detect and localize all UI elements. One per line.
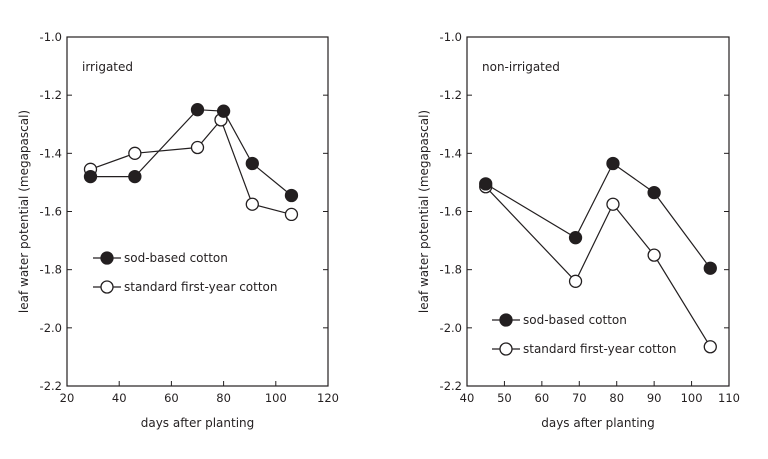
legend-label: sod-based cotton (124, 251, 228, 265)
data-point-sod-based (128, 169, 142, 184)
data-point-standard (703, 340, 717, 354)
y-axis-title: leaf water potential (megapascal) (17, 110, 31, 313)
data-point-sod-based (606, 156, 620, 171)
panel-label: non-irrigated (482, 60, 560, 74)
x-tick-label: 40 (460, 391, 475, 405)
data-point-standard (568, 274, 583, 288)
x-tick-label: 90 (647, 391, 662, 405)
x-axis-title: days after planting (541, 416, 655, 430)
legend-marker-open (100, 280, 114, 294)
data-point-standard (245, 197, 259, 211)
legend-marker-filled (100, 251, 114, 265)
panel-label: irrigated (82, 60, 133, 74)
data-point-sod-based (83, 169, 98, 184)
x-tick-label: 50 (497, 391, 512, 405)
data-point-sod-based (479, 177, 493, 191)
legend-label: standard first-year cotton (523, 342, 677, 356)
data-point-standard (284, 207, 299, 222)
data-point-sod-based (245, 156, 259, 171)
data-point-standard (606, 197, 620, 211)
data-point-sod-based (216, 104, 231, 118)
x-tick-label: 100 (265, 391, 287, 405)
y-tick-label: -1.4 (440, 146, 462, 160)
x-tick-label: 100 (681, 391, 703, 405)
y-tick-label: -1.4 (40, 146, 62, 160)
x-tick-label: 60 (535, 391, 550, 405)
y-tick-label: -2.2 (440, 379, 462, 393)
y-tick-label: -2.2 (40, 379, 62, 393)
data-point-standard (128, 146, 142, 160)
x-tick-label: 60 (164, 391, 179, 405)
y-tick-label: -1.6 (40, 205, 62, 219)
y-tick-label: -1.8 (440, 263, 462, 277)
data-point-sod-based (190, 103, 205, 117)
y-tick-label: -2.0 (40, 321, 62, 335)
y-tick-label: -1.8 (40, 263, 62, 277)
chart-panel-2: -1.0 -1.2 -1.4 -1.6 -1.8 -2.0 -2.240 50 60 70 80 90… (417, 30, 740, 430)
data-point-sod-based (568, 231, 583, 245)
data-point-sod-based (703, 261, 717, 275)
x-tick-label: 110 (718, 391, 740, 405)
y-tick-label: -1.2 (440, 88, 462, 102)
data-point-standard (647, 248, 661, 262)
legend-marker-open (499, 342, 513, 356)
legend-label: sod-based cotton (523, 313, 627, 327)
x-tick-label: 70 (572, 391, 587, 405)
y-tick-label: -1.6 (440, 205, 462, 219)
x-tick-label: 20 (60, 391, 75, 405)
data-point-sod-based (284, 188, 299, 203)
y-tick-label: -1.0 (40, 30, 62, 44)
data-point-standard (190, 140, 205, 155)
y-tick-label: -1.0 (440, 30, 462, 44)
y-axis-title: leaf water potential (megapascal) (417, 110, 431, 313)
series-line-sod-based (485, 162, 711, 269)
x-tick-label: 40 (112, 391, 127, 405)
plot-frame (466, 36, 730, 387)
legend-marker-filled (499, 313, 513, 327)
data-point-sod-based (647, 185, 661, 200)
y-tick-label: -2.0 (440, 321, 462, 335)
x-tick-label: 80 (609, 391, 624, 405)
x-tick-label: 80 (216, 391, 231, 405)
chart-panel-1: -1.0 -1.2 -1.4 -1.6 -1.8 -2.0 -2.220 40 60 80 100 1… (17, 30, 339, 430)
legend-label: standard first-year cotton (124, 280, 278, 294)
x-axis-title: days after planting (141, 416, 255, 430)
series-line-standard (90, 118, 292, 215)
y-tick-label: -1.2 (40, 88, 62, 102)
series-line-sod-based (90, 109, 292, 196)
x-tick-label: 120 (317, 391, 339, 405)
